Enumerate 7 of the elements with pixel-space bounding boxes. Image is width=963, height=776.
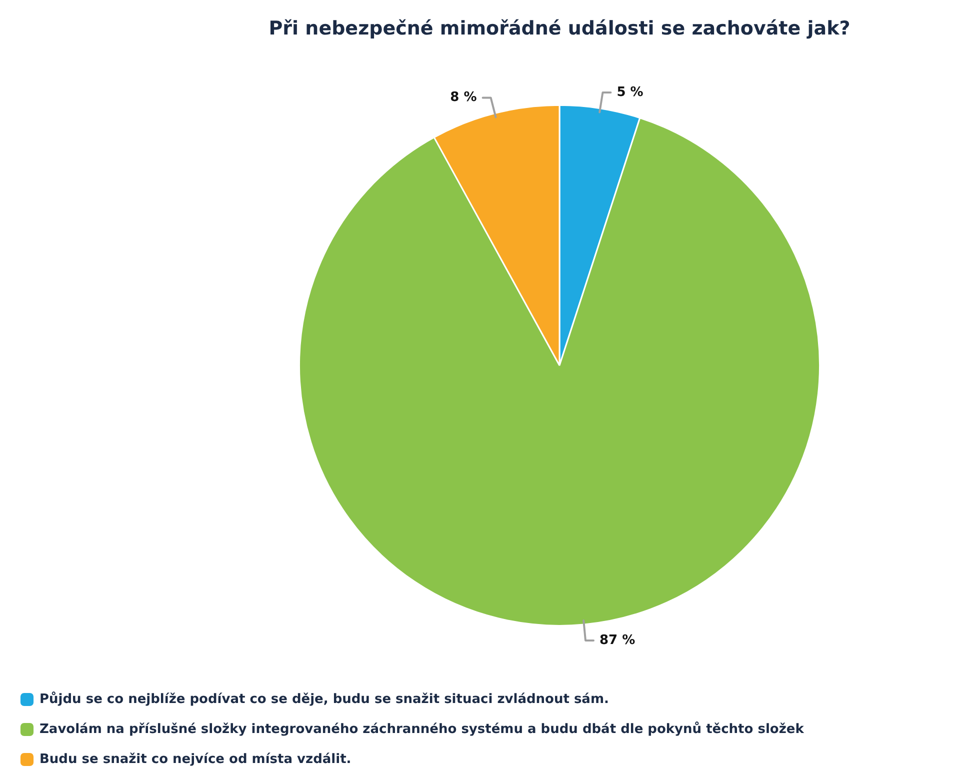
chart-title: Při nebezpečné mimořádné události se zachováte jak?	[268, 17, 850, 40]
legend-label: Budu se snažit co nejvíce od místa vzdálit.	[40, 752, 352, 767]
legend-label: Půjdu se co nejblíže podívat co se děje, budu se snažit situaci zvládnout sám.	[40, 690, 609, 707]
legend-label: Zavolám na příslušné složky integrovaného záchranného systému a budu dbát dle pokynů těchto složek	[40, 720, 804, 737]
data-label: 87 %	[600, 632, 636, 648]
data-label: 5 %	[616, 84, 644, 100]
data-label: 8 %	[450, 90, 477, 106]
